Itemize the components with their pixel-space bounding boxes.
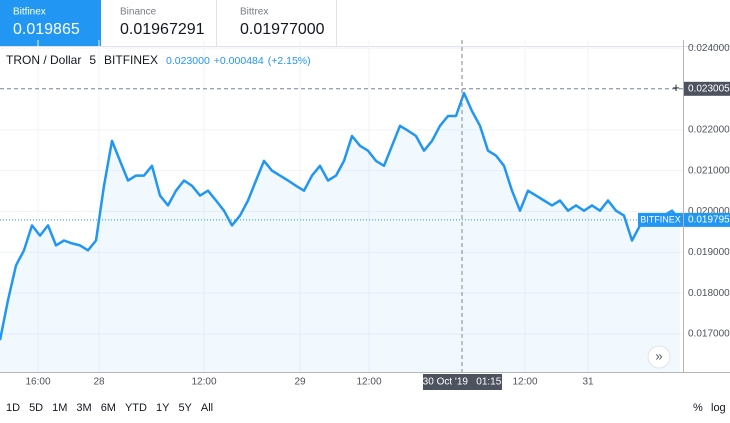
range-button[interactable]: YTD [125,402,147,414]
scale-option[interactable]: % [693,402,703,414]
range-button[interactable]: 1Y [156,402,170,414]
crosshair-x-box [423,374,502,390]
range-button[interactable]: 6M [101,402,116,414]
last-price-source: BITFINEX [640,214,681,224]
range-button[interactable]: 1M [52,402,67,414]
range-button[interactable]: All [201,402,213,414]
y-tick-label: 0.017000 [688,329,730,340]
y-tick-label: 0.018000 [688,288,730,299]
range-button[interactable]: 1D [6,402,20,414]
y-tick-label: 0.021000 [688,165,730,176]
crosshair-x-label: 30 Oct '19 01:15 [423,377,502,388]
x-tick-label: 28 [93,377,105,388]
y-tick-label: 0.022000 [688,124,730,135]
exchange-price[interactable]: 0.01967291 [120,21,205,38]
crosshair-y-box [684,81,730,96]
price-line [0,91,681,341]
crosshair-plus: + [672,80,680,95]
x-tick-label: 16:00 [25,377,50,388]
last-price-source-box [638,212,683,227]
x-tick-label: 12:00 [191,377,216,388]
tab-active[interactable] [0,0,101,46]
range-button[interactable]: 5Y [178,402,192,414]
exchange-price[interactable]: 0.019865 [13,21,80,38]
symbol: TRON / Dollar 5 BITFINEX [6,53,158,67]
exchange-name[interactable]: Bittrex [240,7,268,18]
range-button[interactable]: 3M [76,402,91,414]
exchange-name[interactable]: Binance [120,7,157,18]
y-tick-label: 0.020000 [688,206,730,217]
exchange-price[interactable]: 0.01977000 [240,21,325,38]
y-tick-label: 0.024000 [688,43,730,54]
area-fill [0,93,680,372]
scroll-button[interactable] [647,345,671,369]
y-tick-label: 0.019000 [688,247,730,258]
x-tick-label: 12:00 [512,377,537,388]
scroll-icon: » [655,348,662,363]
x-tick-label: 29 [294,377,306,388]
range-button[interactable]: 5D [29,402,43,414]
x-tick-label: 12:00 [356,377,381,388]
exchange-name[interactable]: Bitfinex [13,7,46,18]
x-tick-label: 31 [582,377,594,388]
last-price-label-box [684,212,730,227]
crosshair-y-label: 0.023005 [688,83,730,94]
quote: 0.023000 +0.000484 (+2.15%) [166,55,311,67]
scale-option[interactable]: log [711,402,726,414]
last-price-label: 0.019795 [688,215,730,226]
